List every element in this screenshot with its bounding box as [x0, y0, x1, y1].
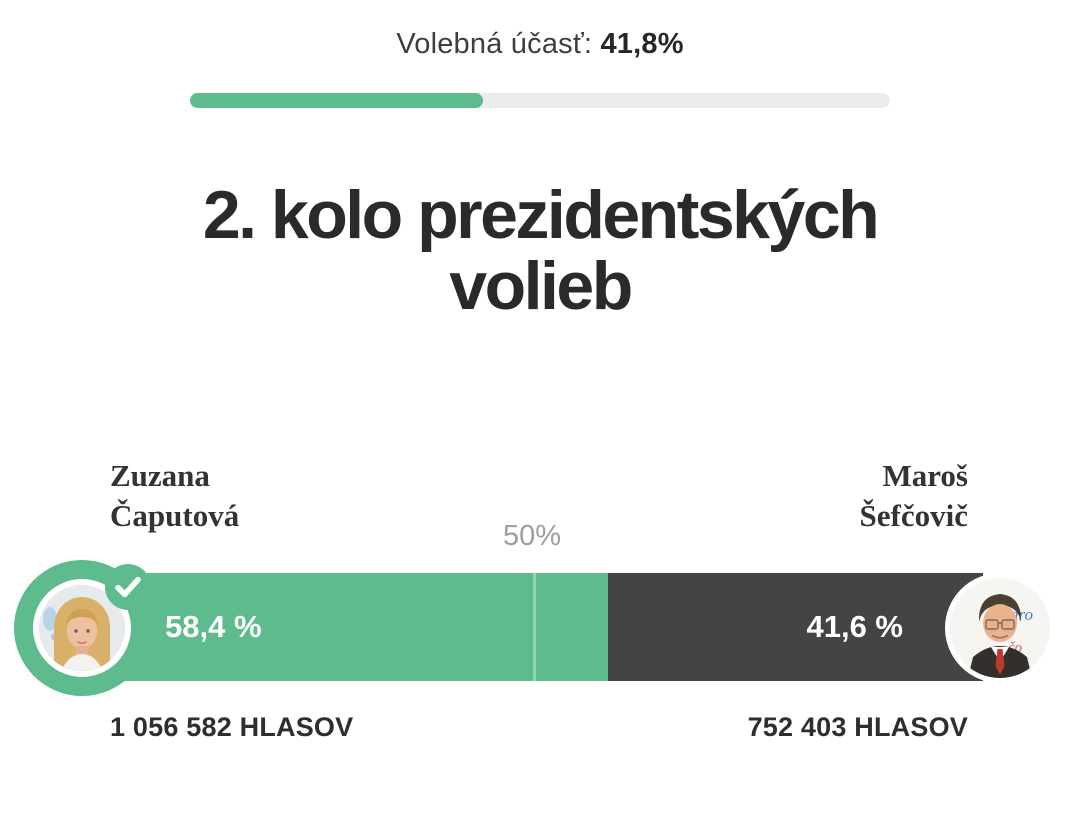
turnout-label-text: Volebná účasť: [396, 28, 593, 60]
turnout-value: 41,8% [600, 28, 684, 60]
turnout-progress-fill [190, 93, 483, 108]
candidate-first-name: Maroš [882, 458, 968, 493]
sefcovic-portrait-illustration: aro čo [950, 578, 1050, 678]
result-segment-caputova: 58,4 % [82, 573, 609, 681]
caputova-portrait-illustration [39, 585, 125, 671]
winner-check-badge [105, 564, 151, 610]
candidate-name-caputova: Zuzana Čaputová [110, 456, 239, 537]
candidate-name-sefcovic: Maroš Šefčovič [860, 456, 968, 537]
midline-50-tick [532, 573, 536, 681]
page-title: 2. kolo prezidentských volieb [202, 177, 880, 324]
turnout-progress-track [190, 93, 890, 108]
result-segment-sefcovic: 41,6 % [608, 573, 983, 681]
candidate-first-name: Zuzana [110, 458, 210, 493]
percent-label-sefcovic: 41,6 % [806, 609, 903, 644]
percent-label-caputova: 58,4 % [165, 609, 262, 644]
turnout-label: Volebná účasť: 41,8% [0, 28, 1080, 61]
candidate-last-name: Šefčovič [859, 498, 968, 534]
check-icon [115, 576, 141, 598]
votes-caputova: 1 056 582 HLASOV [110, 712, 354, 742]
result-bar: 58,4 % 41,6 % [82, 573, 983, 681]
candidate-last-name: Čaputová [110, 498, 240, 534]
candidate-photo-sefcovic: aro čo [945, 573, 1055, 683]
votes-sefcovic: 752 403 HLASOV [747, 712, 968, 742]
midline-50-label: 50% [502, 520, 562, 552]
